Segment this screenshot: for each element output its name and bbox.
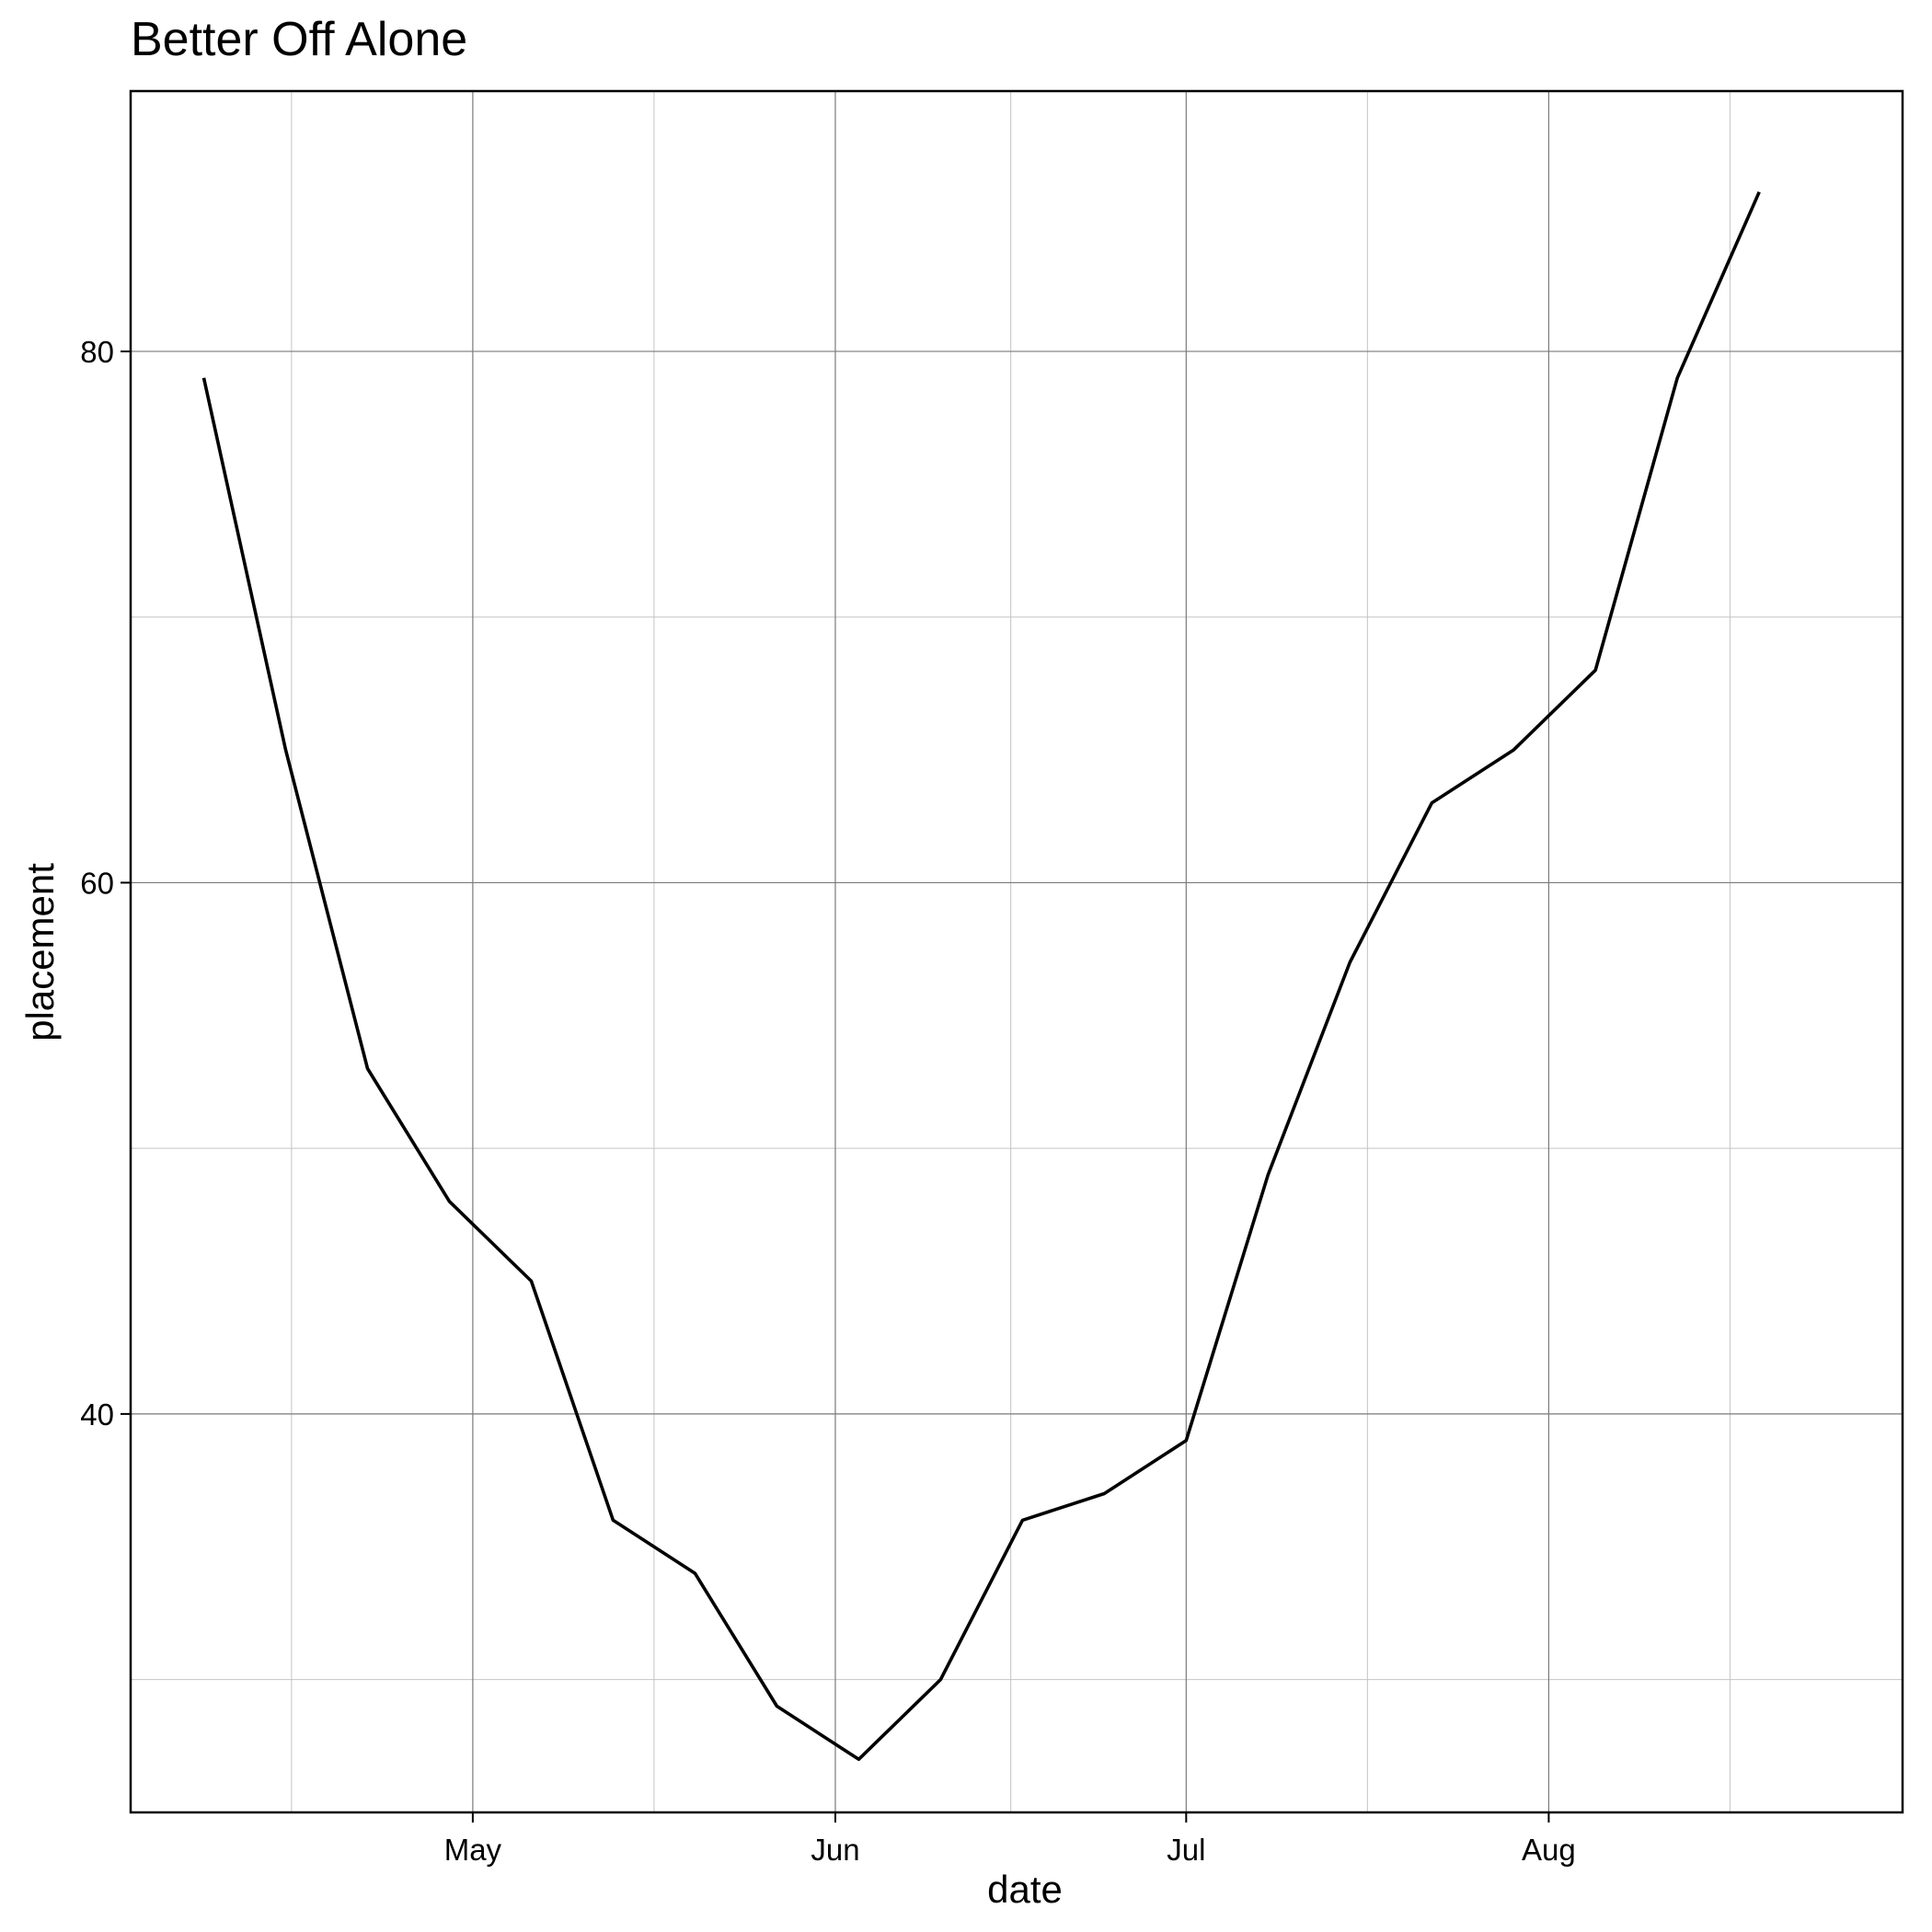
plot-panel-border <box>129 89 1904 1814</box>
series-line <box>201 190 1761 1762</box>
y-tick-label: 40 <box>80 1397 114 1432</box>
x-tick-label: Jun <box>811 1833 859 1867</box>
x-axis-title: date <box>987 1868 1063 1911</box>
y-tick-label: 80 <box>80 335 114 369</box>
y-axis-title: placement <box>18 863 62 1041</box>
series-layer <box>201 190 1761 1762</box>
y-tick-label: 60 <box>80 866 114 900</box>
minor-gridlines <box>131 91 1903 1812</box>
x-tick-label: Jul <box>1167 1833 1205 1867</box>
x-axis: May Jun Jul Aug <box>444 1812 1576 1867</box>
major-gridlines <box>131 91 1903 1812</box>
chart-title: Better Off Alone <box>131 13 467 66</box>
y-axis: 40 60 80 <box>80 335 131 1432</box>
x-tick-label: May <box>444 1833 502 1867</box>
x-tick-label: Aug <box>1522 1833 1576 1867</box>
